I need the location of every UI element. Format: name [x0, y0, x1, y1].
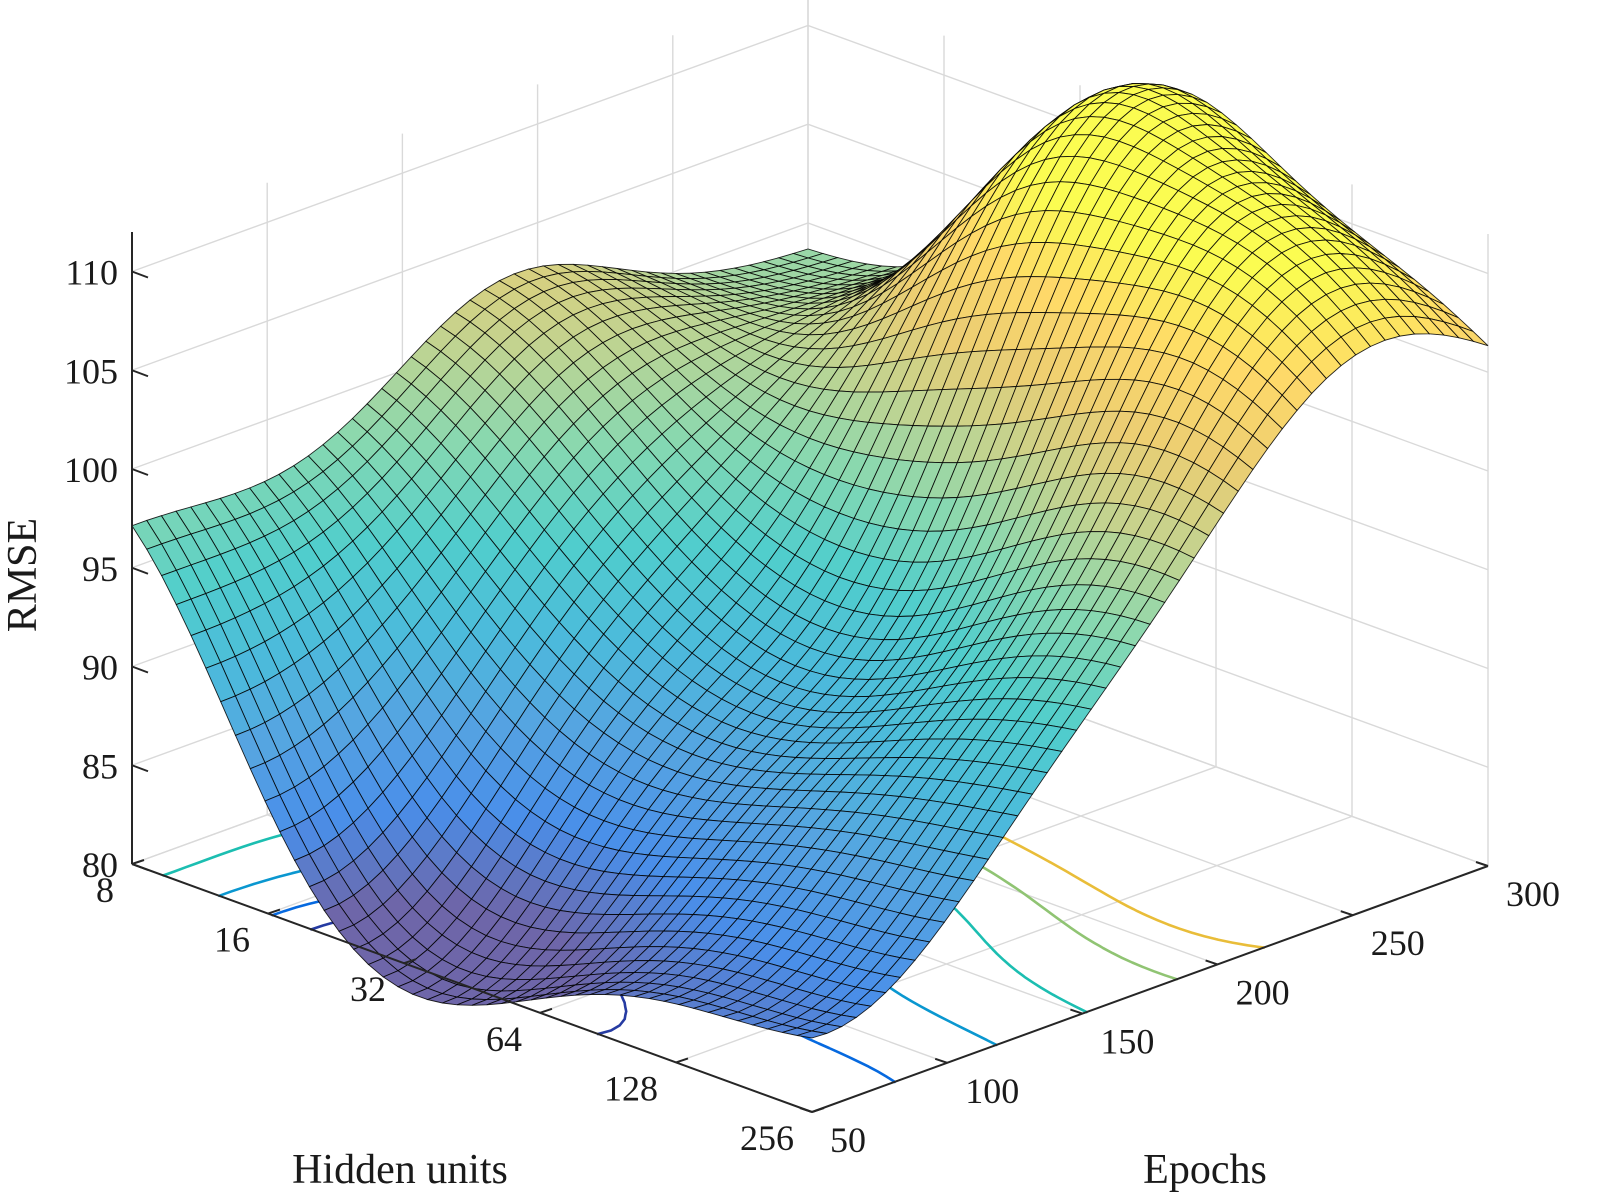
y-tick-label: 250	[1371, 923, 1425, 963]
y-axis-line	[811, 865, 1489, 1113]
z-tick-label: 110	[65, 253, 118, 293]
y-tick-mark	[1475, 861, 1489, 867]
z-tick-mark	[131, 764, 149, 773]
x-axis-line	[131, 863, 813, 1113]
x-tick-label: 8	[96, 870, 114, 910]
y-axis-ticks: 50 100 150 200 250 300	[799, 861, 1560, 1160]
x-axis-label: Hidden units	[292, 1147, 508, 1193]
z-tick-mark	[131, 566, 149, 575]
x-tick-mark	[267, 908, 281, 915]
z-tick-label: 105	[64, 351, 118, 391]
y-tick-label: 200	[1236, 972, 1290, 1012]
y-tick-mark	[934, 1057, 948, 1064]
z-axis-ticks: 80 85 90 95 100 105 110	[64, 253, 149, 885]
z-tick-label: 100	[64, 450, 118, 490]
z-tick-mark	[131, 665, 149, 674]
x-tick-label: 256	[740, 1118, 794, 1158]
x-tick-label: 128	[604, 1068, 658, 1108]
x-tick-label: 16	[214, 920, 250, 960]
x-tick-label: 64	[486, 1019, 522, 1059]
y-tick-mark	[799, 1107, 813, 1113]
axes-lines	[131, 232, 1489, 1113]
x-tick-mark	[131, 859, 145, 865]
y-tick-label: 300	[1506, 874, 1560, 914]
y-tick-mark	[1070, 1008, 1083, 1015]
y-tick-mark	[1205, 959, 1218, 966]
z-tick-label: 85	[82, 746, 118, 786]
y-axis-label: Epochs	[1143, 1147, 1267, 1193]
x-tick-mark	[675, 1057, 689, 1064]
surface-patch	[797, 1030, 827, 1039]
z-tick-mark	[131, 468, 149, 476]
x-tick-mark	[539, 1007, 553, 1014]
z-tick-label: 90	[82, 648, 118, 688]
z-tick-label: 80	[82, 845, 118, 885]
y-tick-label: 50	[830, 1120, 866, 1160]
y-tick-label: 100	[965, 1071, 1019, 1111]
z-tick-mark	[131, 863, 149, 871]
x-tick-label: 32	[350, 969, 386, 1009]
y-tick-mark	[1340, 910, 1354, 917]
x-tick-mark	[811, 1107, 825, 1113]
z-tick-mark	[131, 369, 149, 378]
surface-mesh	[131, 83, 1489, 1039]
z-axis-label: RMSE	[0, 518, 46, 632]
x-axis-ticks: 8 16 32 64 128 256	[96, 859, 825, 1158]
z-tick-mark	[131, 270, 149, 279]
z-tick-label: 95	[82, 549, 118, 589]
y-tick-label: 150	[1100, 1022, 1154, 1062]
x-tick-mark	[403, 958, 417, 965]
